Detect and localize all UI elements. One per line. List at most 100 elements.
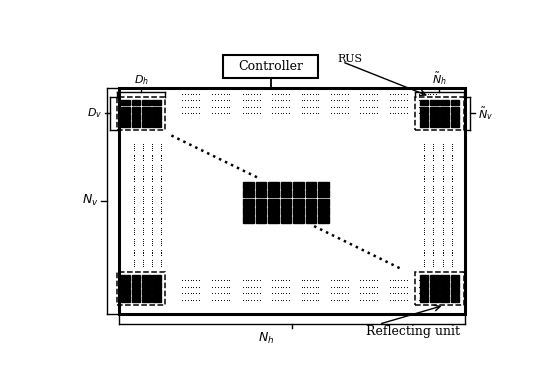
Bar xyxy=(440,107,449,113)
Bar xyxy=(319,207,329,215)
Bar xyxy=(420,289,428,295)
Text: $D_v$: $D_v$ xyxy=(88,106,103,120)
Bar xyxy=(281,216,291,223)
Bar xyxy=(243,216,253,223)
Bar xyxy=(132,121,140,127)
Bar xyxy=(306,181,316,189)
Bar xyxy=(152,296,161,302)
Bar xyxy=(152,275,161,281)
Bar xyxy=(319,216,329,223)
Bar xyxy=(420,296,428,302)
Bar xyxy=(420,275,428,281)
Bar xyxy=(420,121,428,127)
Bar xyxy=(294,216,304,223)
Bar xyxy=(430,121,439,127)
Bar xyxy=(132,275,140,281)
Bar xyxy=(440,100,449,105)
Bar xyxy=(132,296,140,302)
Bar xyxy=(306,216,316,223)
Bar xyxy=(430,275,439,281)
Bar xyxy=(430,114,439,120)
Bar xyxy=(256,207,266,215)
Bar xyxy=(281,199,291,206)
Bar xyxy=(451,100,459,105)
Bar xyxy=(223,55,319,78)
Bar xyxy=(420,282,428,288)
Bar xyxy=(142,107,151,113)
Bar xyxy=(117,96,165,130)
Bar xyxy=(420,114,428,120)
Bar xyxy=(142,121,151,127)
Bar xyxy=(152,289,161,295)
Bar xyxy=(152,107,161,113)
Bar xyxy=(243,190,253,197)
Bar xyxy=(142,100,151,105)
Bar xyxy=(243,207,253,215)
Bar xyxy=(142,275,151,281)
Bar xyxy=(415,272,464,305)
Bar xyxy=(415,96,464,130)
Text: RUS: RUS xyxy=(338,54,363,64)
Bar xyxy=(440,289,449,295)
Bar xyxy=(440,296,449,302)
Bar xyxy=(132,114,140,120)
Bar xyxy=(243,181,253,189)
Bar xyxy=(132,100,140,105)
Bar xyxy=(281,207,291,215)
Bar xyxy=(121,121,130,127)
Bar xyxy=(420,107,428,113)
Bar xyxy=(281,190,291,197)
Bar xyxy=(430,107,439,113)
Bar xyxy=(132,282,140,288)
Bar xyxy=(256,190,266,197)
Bar xyxy=(256,216,266,223)
Bar xyxy=(319,181,329,189)
Text: Controller: Controller xyxy=(238,60,304,73)
Bar xyxy=(243,199,253,206)
Bar xyxy=(121,296,130,302)
Text: $N_h$: $N_h$ xyxy=(258,331,275,346)
Bar xyxy=(430,282,439,288)
Bar xyxy=(152,282,161,288)
Bar xyxy=(451,275,459,281)
Bar xyxy=(121,100,130,105)
Bar xyxy=(268,199,278,206)
Bar xyxy=(119,88,465,314)
Bar xyxy=(451,114,459,120)
Bar xyxy=(132,107,140,113)
Bar xyxy=(451,289,459,295)
Bar xyxy=(451,296,459,302)
Bar xyxy=(451,121,459,127)
Bar xyxy=(152,100,161,105)
Bar xyxy=(121,289,130,295)
Bar xyxy=(451,282,459,288)
Bar xyxy=(430,296,439,302)
Bar xyxy=(256,199,266,206)
Bar xyxy=(121,282,130,288)
Bar xyxy=(306,199,316,206)
Bar xyxy=(142,296,151,302)
Bar xyxy=(294,181,304,189)
Bar xyxy=(142,289,151,295)
Text: $\tilde{N}_h$: $\tilde{N}_h$ xyxy=(432,70,447,87)
Bar xyxy=(294,199,304,206)
Bar xyxy=(121,114,130,120)
Bar xyxy=(268,181,278,189)
Bar xyxy=(281,181,291,189)
Bar xyxy=(306,207,316,215)
Bar xyxy=(440,282,449,288)
Bar xyxy=(152,121,161,127)
Bar xyxy=(268,190,278,197)
Bar xyxy=(306,190,316,197)
Bar xyxy=(440,275,449,281)
Text: $N_v$: $N_v$ xyxy=(82,193,99,208)
Bar xyxy=(268,207,278,215)
Bar xyxy=(152,114,161,120)
Text: Reflecting unit: Reflecting unit xyxy=(366,325,460,338)
Bar xyxy=(142,282,151,288)
Text: $\tilde{N}_v$: $\tilde{N}_v$ xyxy=(478,105,493,122)
Bar xyxy=(132,289,140,295)
Bar xyxy=(268,216,278,223)
Bar xyxy=(430,100,439,105)
Bar xyxy=(294,190,304,197)
